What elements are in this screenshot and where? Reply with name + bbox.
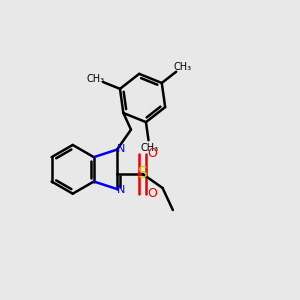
Text: S: S <box>138 167 148 182</box>
Text: O: O <box>148 148 157 160</box>
Text: CH₃: CH₃ <box>141 143 159 153</box>
Text: N: N <box>117 144 125 154</box>
Text: O: O <box>148 188 157 200</box>
Text: CH₃: CH₃ <box>86 74 105 84</box>
Text: N: N <box>117 185 125 195</box>
Text: CH₃: CH₃ <box>173 62 192 72</box>
